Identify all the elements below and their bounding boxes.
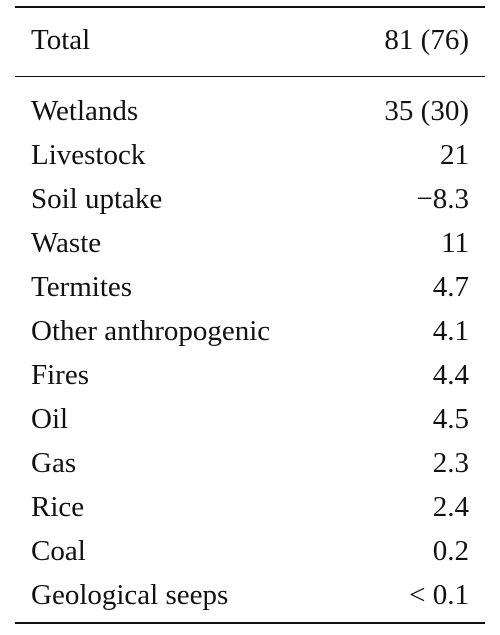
row-label: Soil uptake bbox=[31, 183, 163, 215]
row-value: 2.4 bbox=[432, 491, 469, 523]
row-value: < 0.1 bbox=[409, 579, 469, 611]
table-row: Coal 0.2 bbox=[15, 529, 485, 573]
header-rule bbox=[15, 75, 485, 77]
table-row: Livestock 21 bbox=[15, 133, 485, 177]
table-row: Soil uptake −8.3 bbox=[15, 177, 485, 221]
row-label: Termites bbox=[31, 271, 133, 303]
row-label: Oil bbox=[31, 403, 69, 435]
row-label: Waste bbox=[31, 227, 102, 259]
row-label: Rice bbox=[31, 491, 85, 523]
row-value: 4.7 bbox=[432, 271, 469, 303]
top-rule bbox=[15, 6, 485, 8]
row-value: 2.3 bbox=[432, 447, 469, 479]
row-value: 4.1 bbox=[432, 315, 469, 347]
row-value: 11 bbox=[441, 227, 469, 259]
emissions-table: Total 81 (76) Wetlands 35 (30) Livestock… bbox=[15, 6, 485, 624]
table-body: Wetlands 35 (30) Livestock 21 Soil uptak… bbox=[15, 77, 485, 617]
row-value: 4.4 bbox=[432, 359, 469, 391]
table-row: Rice 2.4 bbox=[15, 485, 485, 529]
table-row: Other anthropogenic 4.1 bbox=[15, 309, 485, 353]
row-label: Coal bbox=[31, 535, 86, 567]
row-value: 35 (30) bbox=[384, 95, 469, 127]
total-row: Total 81 (76) bbox=[15, 8, 485, 72]
row-label: Gas bbox=[31, 447, 77, 479]
row-label: Livestock bbox=[31, 139, 146, 171]
table-row: Geological seeps < 0.1 bbox=[15, 573, 485, 617]
row-value: 4.5 bbox=[432, 403, 469, 435]
row-value: 21 bbox=[440, 139, 469, 171]
table-row: Gas 2.3 bbox=[15, 441, 485, 485]
table-row: Oil 4.5 bbox=[15, 397, 485, 441]
table-row: Waste 11 bbox=[15, 221, 485, 265]
table-row: Termites 4.7 bbox=[15, 265, 485, 309]
table-row: Wetlands 35 (30) bbox=[15, 89, 485, 133]
row-label: Wetlands bbox=[31, 95, 139, 127]
row-value: −8.3 bbox=[416, 183, 469, 215]
bottom-rule bbox=[15, 622, 485, 624]
row-label: Geological seeps bbox=[31, 579, 229, 611]
total-label: Total bbox=[31, 23, 91, 56]
row-label: Other anthropogenic bbox=[31, 315, 271, 347]
row-value: 0.2 bbox=[432, 535, 469, 567]
table-row: Fires 4.4 bbox=[15, 353, 485, 397]
row-label: Fires bbox=[31, 359, 89, 391]
total-value: 81 (76) bbox=[384, 23, 469, 56]
